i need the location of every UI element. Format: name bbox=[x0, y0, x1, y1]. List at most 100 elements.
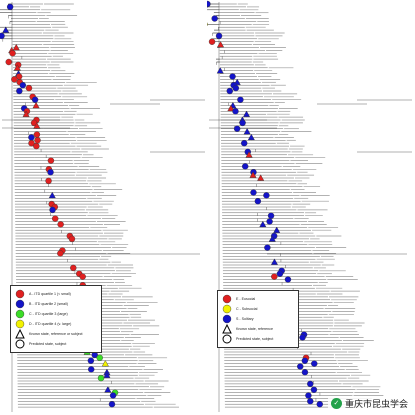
left-predicted-state-circle bbox=[31, 96, 39, 103]
right-predicted-state-circle bbox=[207, 0, 211, 8]
left-predicted-state-circle bbox=[45, 177, 52, 185]
right-known-state-triangle bbox=[247, 133, 255, 141]
left-predicted-state-circle bbox=[33, 142, 40, 150]
left-legend-item: A - ITD quartile 1 (< small) bbox=[15, 289, 97, 299]
right-predicted-state-circle bbox=[271, 273, 278, 280]
right-predicted-state-circle bbox=[233, 125, 241, 132]
right-known-state-triangle bbox=[259, 220, 267, 228]
right-legend-symbol-icon bbox=[222, 314, 232, 324]
right-tree-branches bbox=[207, 2, 361, 412]
right-predicted-state-circle bbox=[301, 369, 309, 376]
left-predicted-state-circle bbox=[19, 81, 27, 89]
right-predicted-state-circle bbox=[237, 96, 244, 103]
left-predicted-state-circle bbox=[34, 137, 41, 144]
right-predicted-state-circle bbox=[266, 218, 273, 225]
right-legend-item: Known state, reference bbox=[222, 323, 294, 334]
left-legend-item: C - ITD quartile 3 (large) bbox=[15, 309, 97, 319]
left-legend-label: Known state, reference or subject bbox=[29, 332, 83, 336]
right-legend-item: S - Solitary bbox=[222, 314, 294, 324]
left-predicted-state-circle bbox=[108, 401, 116, 408]
right-predicted-state-circle bbox=[241, 139, 248, 147]
right-legend-symbol-icon bbox=[222, 323, 232, 334]
right-known-state-triangle bbox=[227, 104, 235, 112]
right-predicted-state-circle bbox=[276, 270, 284, 277]
right-predicted-state-circle bbox=[284, 276, 292, 283]
left-legend-item: Predicted state, subject bbox=[15, 339, 97, 349]
left-legend-item: Known state, reference or subject bbox=[15, 328, 97, 339]
left-known-state-triangle bbox=[103, 371, 111, 378]
left-predicted-state-circle bbox=[109, 392, 117, 399]
right-known-state-triangle bbox=[242, 110, 251, 117]
right-legend-label: S - Solitary bbox=[236, 317, 254, 321]
left-predicted-state-circle bbox=[68, 235, 76, 243]
left-known-state-triangle bbox=[32, 101, 40, 109]
right-predicted-state-circle bbox=[267, 212, 275, 219]
left-known-state-triangle bbox=[101, 359, 109, 367]
right-legend-label: Known state, reference bbox=[236, 327, 273, 331]
left-legend-symbol-icon bbox=[15, 328, 25, 339]
right-predicted-state-circle bbox=[263, 192, 270, 199]
left-predicted-state-circle bbox=[57, 250, 64, 257]
right-predicted-state-circle bbox=[250, 189, 257, 196]
right-predicted-state-circle bbox=[299, 334, 306, 341]
right-known-state-triangle bbox=[268, 235, 276, 242]
left-legend-symbol-icon bbox=[15, 299, 25, 309]
right-legend-symbol-icon bbox=[222, 294, 232, 304]
left-known-state-triangle bbox=[22, 110, 30, 117]
left-predicted-state-circle bbox=[33, 131, 41, 138]
right-legend-label: C - Subsocial bbox=[236, 307, 258, 311]
right-known-state-triangle bbox=[216, 40, 225, 48]
right-predicted-state-circle bbox=[307, 380, 314, 388]
left-predicted-state-circle bbox=[6, 3, 14, 11]
left-predicted-state-circle bbox=[49, 206, 56, 214]
left-legend-symbol-icon bbox=[15, 339, 25, 349]
right-legend-symbol-icon bbox=[222, 304, 232, 314]
right-predicted-state-circle bbox=[307, 398, 314, 405]
left-predicted-state-circle bbox=[70, 264, 77, 272]
left-predicted-state-circle bbox=[9, 50, 16, 57]
right-legend-item: C - Subsocial bbox=[222, 304, 294, 314]
watermark: ✓ 重庆市昆虫学会 bbox=[327, 396, 411, 411]
left-legend-symbol-icon bbox=[15, 309, 25, 319]
left-predicted-state-circle bbox=[96, 354, 103, 361]
right-predicted-state-circle bbox=[232, 84, 240, 92]
right-known-state-triangle bbox=[270, 258, 279, 265]
left-predicted-state-circle bbox=[57, 221, 64, 228]
left-legend-label: C - ITD quartile 3 (large) bbox=[29, 312, 68, 316]
watermark-text: 重庆市昆虫学会 bbox=[344, 399, 408, 409]
right-predicted-state-circle bbox=[211, 15, 218, 22]
right-known-state-triangle bbox=[249, 171, 257, 178]
left-known-state-triangle bbox=[12, 43, 20, 51]
left-legend: A - ITD quartile 1 (< small) B - ITD quar… bbox=[10, 285, 102, 353]
right-predicted-state-circle bbox=[311, 360, 318, 367]
left-predicted-state-circle bbox=[16, 87, 23, 95]
right-known-state-triangle bbox=[216, 67, 224, 74]
left-predicted-state-circle bbox=[79, 273, 86, 280]
left-known-state-triangle bbox=[33, 122, 41, 129]
left-predicted-state-circle bbox=[88, 366, 95, 373]
right-predicted-state-circle bbox=[215, 32, 223, 40]
right-predicted-state-circle bbox=[310, 386, 318, 393]
right-legend-symbol-icon bbox=[222, 334, 232, 344]
right-known-state-triangle bbox=[245, 151, 253, 158]
left-predicted-state-circle bbox=[28, 139, 35, 147]
right-predicted-state-circle bbox=[208, 38, 216, 45]
left-predicted-state-circle bbox=[28, 134, 35, 141]
right-legend: E - Eusocial C - Subsocial S - Solitary Kno… bbox=[217, 290, 299, 348]
left-legend-label: D - ITD quartile 4 (v. large) bbox=[29, 322, 72, 326]
right-known-state-triangle bbox=[273, 226, 281, 233]
left-known-state-triangle bbox=[2, 26, 10, 33]
left-predicted-state-circle bbox=[87, 357, 95, 364]
left-legend-label: A - ITD quartile 1 (< small) bbox=[29, 292, 71, 296]
left-known-state-triangle bbox=[13, 64, 21, 71]
left-predicted-state-circle bbox=[25, 84, 33, 92]
right-predicted-state-circle bbox=[305, 392, 312, 399]
right-predicted-state-circle bbox=[316, 401, 323, 408]
left-legend-symbol-icon bbox=[15, 319, 25, 329]
right-predicted-state-circle bbox=[254, 197, 262, 205]
right-tree-panel: E - Eusocial C - Subsocial S - Solitary Kno… bbox=[207, 0, 415, 415]
right-known-state-triangle bbox=[257, 174, 265, 181]
right-predicted-state-circle bbox=[239, 119, 246, 127]
right-legend-item: Predicted state, subject bbox=[222, 334, 294, 344]
right-predicted-state-circle bbox=[232, 108, 239, 115]
